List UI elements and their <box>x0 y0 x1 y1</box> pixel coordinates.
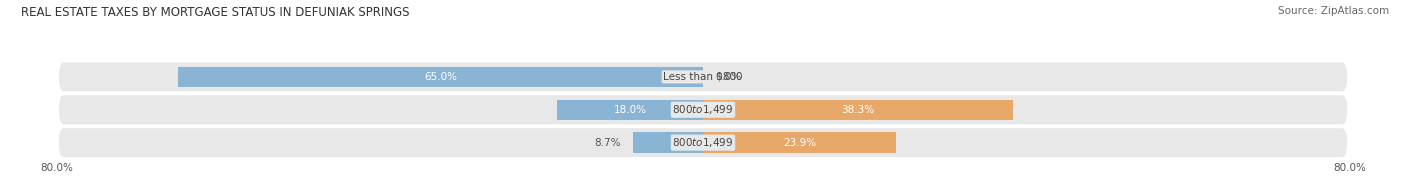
Text: 65.0%: 65.0% <box>423 72 457 82</box>
Text: 23.9%: 23.9% <box>783 138 815 148</box>
Bar <box>177 67 703 87</box>
FancyBboxPatch shape <box>59 62 1347 91</box>
Text: 8.7%: 8.7% <box>595 138 620 148</box>
Bar <box>558 100 703 120</box>
Text: REAL ESTATE TAXES BY MORTGAGE STATUS IN DEFUNIAK SPRINGS: REAL ESTATE TAXES BY MORTGAGE STATUS IN … <box>21 6 409 19</box>
FancyBboxPatch shape <box>59 95 1347 124</box>
FancyBboxPatch shape <box>59 128 1347 157</box>
Bar <box>633 132 703 153</box>
Text: Less than $800: Less than $800 <box>664 72 742 82</box>
Text: $800 to $1,499: $800 to $1,499 <box>672 103 734 116</box>
Text: $800 to $1,499: $800 to $1,499 <box>672 136 734 149</box>
Text: 0.0%: 0.0% <box>716 72 741 82</box>
Text: 18.0%: 18.0% <box>614 105 647 115</box>
Bar <box>703 132 896 153</box>
Text: 38.3%: 38.3% <box>841 105 875 115</box>
Text: Source: ZipAtlas.com: Source: ZipAtlas.com <box>1278 6 1389 16</box>
Bar <box>703 100 1012 120</box>
